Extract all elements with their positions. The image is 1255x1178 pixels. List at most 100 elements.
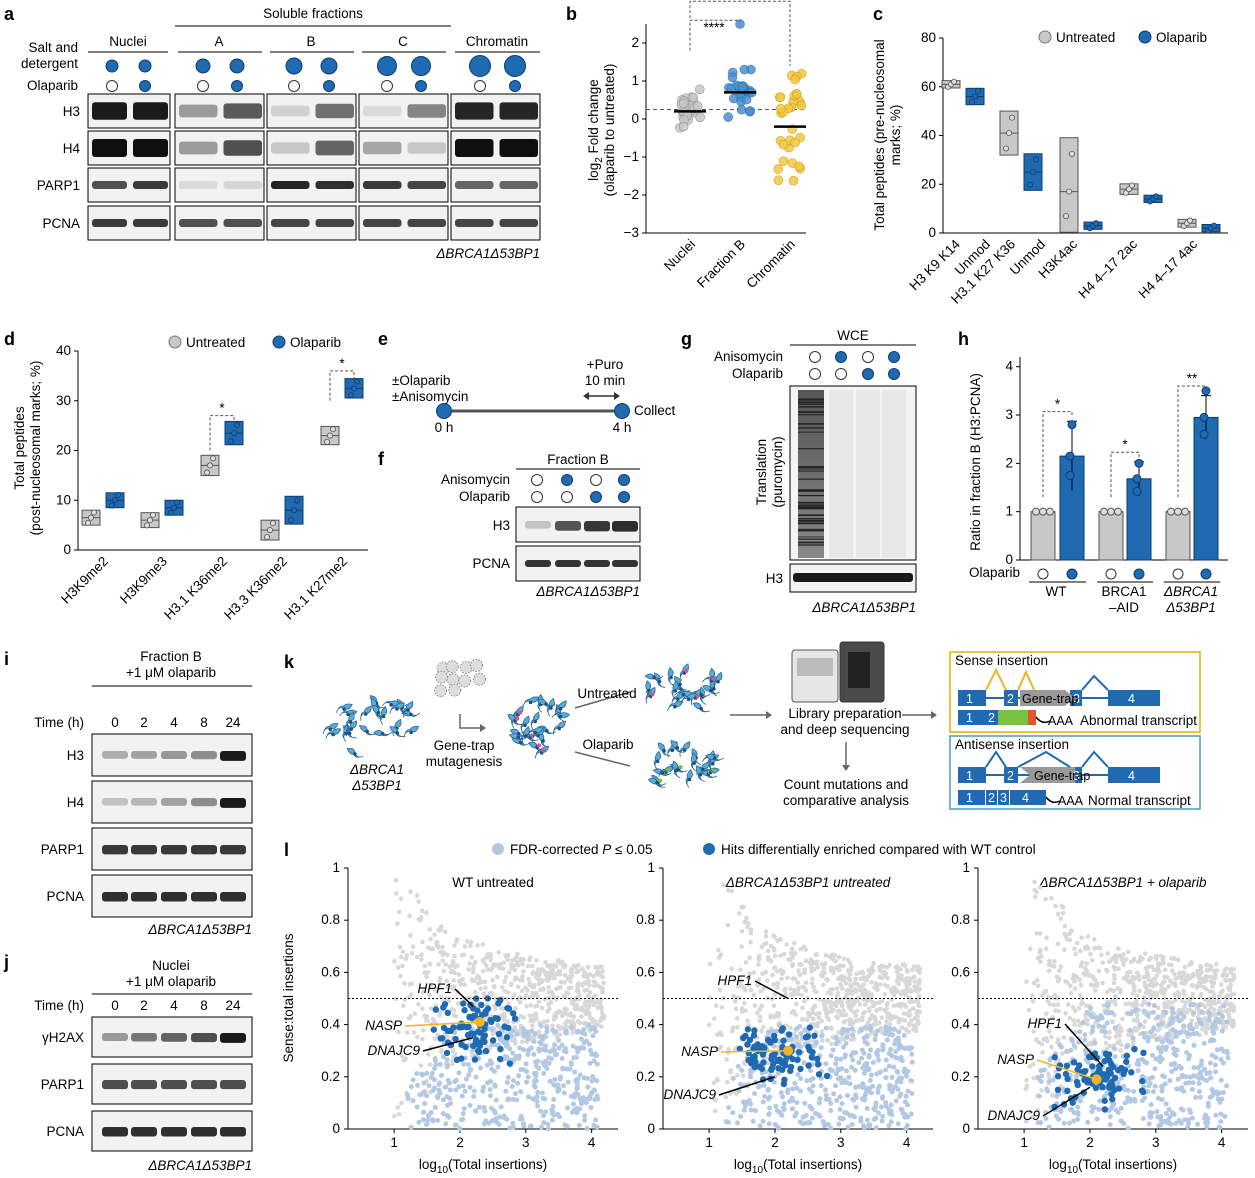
l-gene-label-hpf1: HPF1: [417, 981, 452, 996]
l-point-fdr: [1071, 1118, 1077, 1124]
l-point-background: [1074, 940, 1080, 946]
l-point-background: [802, 999, 807, 1004]
olaparib-minus-dot: [381, 80, 393, 92]
f-olaparib-dot: [531, 491, 543, 503]
cell: [379, 706, 388, 725]
l-point-fdr: [584, 1125, 590, 1131]
l-point-background: [576, 997, 582, 1002]
l-point-hit: [1104, 1052, 1111, 1060]
panel-label-k: k: [284, 652, 295, 672]
l-point-fdr: [1167, 1078, 1173, 1084]
l-point-background: [820, 982, 826, 988]
l-point-background: [436, 962, 441, 967]
l-point-background: [398, 954, 404, 960]
l-point-fdr: [829, 1068, 835, 1074]
replicate-point: [353, 378, 360, 385]
time-point: 8: [200, 715, 208, 730]
l-point-background: [909, 967, 915, 973]
l-gene-label-nasp: NASP: [365, 1018, 402, 1033]
svg-text:Ratio in fraction B (H3:PCNA): Ratio in fraction B (H3:PCNA): [968, 373, 983, 551]
olaparib-minus-dot: [197, 80, 209, 92]
l-point-fdr: [1159, 1097, 1165, 1103]
h-bar-untreated: [1030, 511, 1056, 561]
olaparib-minus-dot: [106, 80, 118, 92]
l-point-background: [772, 992, 778, 997]
blot-band: [271, 181, 310, 189]
l-point-fdr: [1146, 1121, 1152, 1127]
l-point-background: [1092, 945, 1097, 951]
l-point-fdr: [875, 1089, 881, 1095]
b-tick-label: 0: [631, 111, 639, 126]
l-legend-fdr: FDR-corrected P ≤ 0.05: [510, 842, 652, 857]
l-point-fdr: [1191, 1042, 1197, 1048]
l-point-fdr: [772, 1121, 778, 1127]
l-point-fdr: [883, 1075, 889, 1081]
l-point-fdr: [543, 1047, 549, 1053]
cell: [389, 726, 406, 737]
l-point-fdr: [873, 1032, 879, 1038]
l-point-hit: [430, 1026, 438, 1033]
f-anisomycin: Anisomycin: [441, 472, 510, 487]
f-anisomycin-dot: [531, 474, 543, 486]
l-point-fdr: [1181, 1023, 1187, 1029]
panel-label-g: g: [681, 329, 692, 349]
i-title-1: Fraction B: [140, 649, 202, 664]
cell-nucleus: [528, 700, 533, 705]
l-point-background: [1032, 879, 1037, 885]
cell: [403, 700, 414, 718]
l-point-background: [831, 970, 836, 976]
l-point-fdr: [909, 1051, 915, 1057]
l-point-background: [425, 1052, 431, 1057]
cell-nucleus: [518, 740, 523, 745]
l-point-background: [1107, 1043, 1113, 1049]
l-point-background: [1176, 991, 1182, 997]
l-point-fdr: [860, 1081, 866, 1087]
l-point-fdr: [1211, 1030, 1217, 1036]
h-sig-bracket: [1110, 451, 1140, 498]
l-point-background: [1228, 982, 1233, 988]
tick-label: 40: [921, 128, 936, 143]
l-point-fdr: [577, 1072, 583, 1078]
k-library-2: and deep sequencing: [780, 722, 909, 737]
l-tick-label: 0.2: [951, 1069, 970, 1084]
l-point-fdr: [1103, 1009, 1109, 1015]
l-point-background: [1126, 1001, 1132, 1006]
l-point-background: [424, 910, 429, 915]
l-point-background: [1208, 974, 1214, 980]
f-band: [555, 521, 581, 531]
l-point-fdr: [487, 1078, 493, 1084]
l-point-fdr: [1213, 1054, 1219, 1060]
l-point-fdr: [1217, 1125, 1223, 1131]
l-point-fdr: [810, 1083, 816, 1089]
l-point-background: [512, 992, 517, 997]
l-point-fdr: [742, 1103, 748, 1109]
l-point-hit: [774, 1056, 782, 1064]
l-point-background: [1210, 999, 1215, 1005]
l-point-background: [414, 893, 420, 898]
l-point-fdr: [545, 1126, 551, 1132]
l-point-background: [741, 1001, 747, 1006]
l-point-background: [586, 1011, 592, 1016]
l-point-fdr: [569, 1024, 575, 1030]
l-point-fdr: [424, 1070, 430, 1076]
replicate-point: [167, 509, 174, 516]
b-category-label: Chromatin: [743, 237, 798, 292]
l-point-hit: [472, 1041, 479, 1048]
l-point-fdr: [1169, 1005, 1175, 1011]
l-point-background: [395, 1105, 400, 1110]
h-point: [1100, 507, 1108, 516]
g-lane-faint: [829, 390, 853, 558]
l-point-background: [450, 962, 456, 968]
l-point-background: [836, 954, 842, 960]
l-point-fdr: [422, 1101, 428, 1107]
l-point-fdr: [1078, 1098, 1084, 1104]
l-tick-label: 3: [522, 1135, 530, 1150]
l-point-background: [782, 986, 788, 992]
l-point-fdr: [1038, 1120, 1044, 1126]
l-point-background: [462, 944, 468, 949]
l-point-background: [744, 915, 749, 921]
h-sig-bracket: [1177, 385, 1207, 498]
l-point-background: [740, 1073, 746, 1078]
l-point-background: [1153, 953, 1159, 959]
l-point-fdr: [1125, 1125, 1131, 1131]
